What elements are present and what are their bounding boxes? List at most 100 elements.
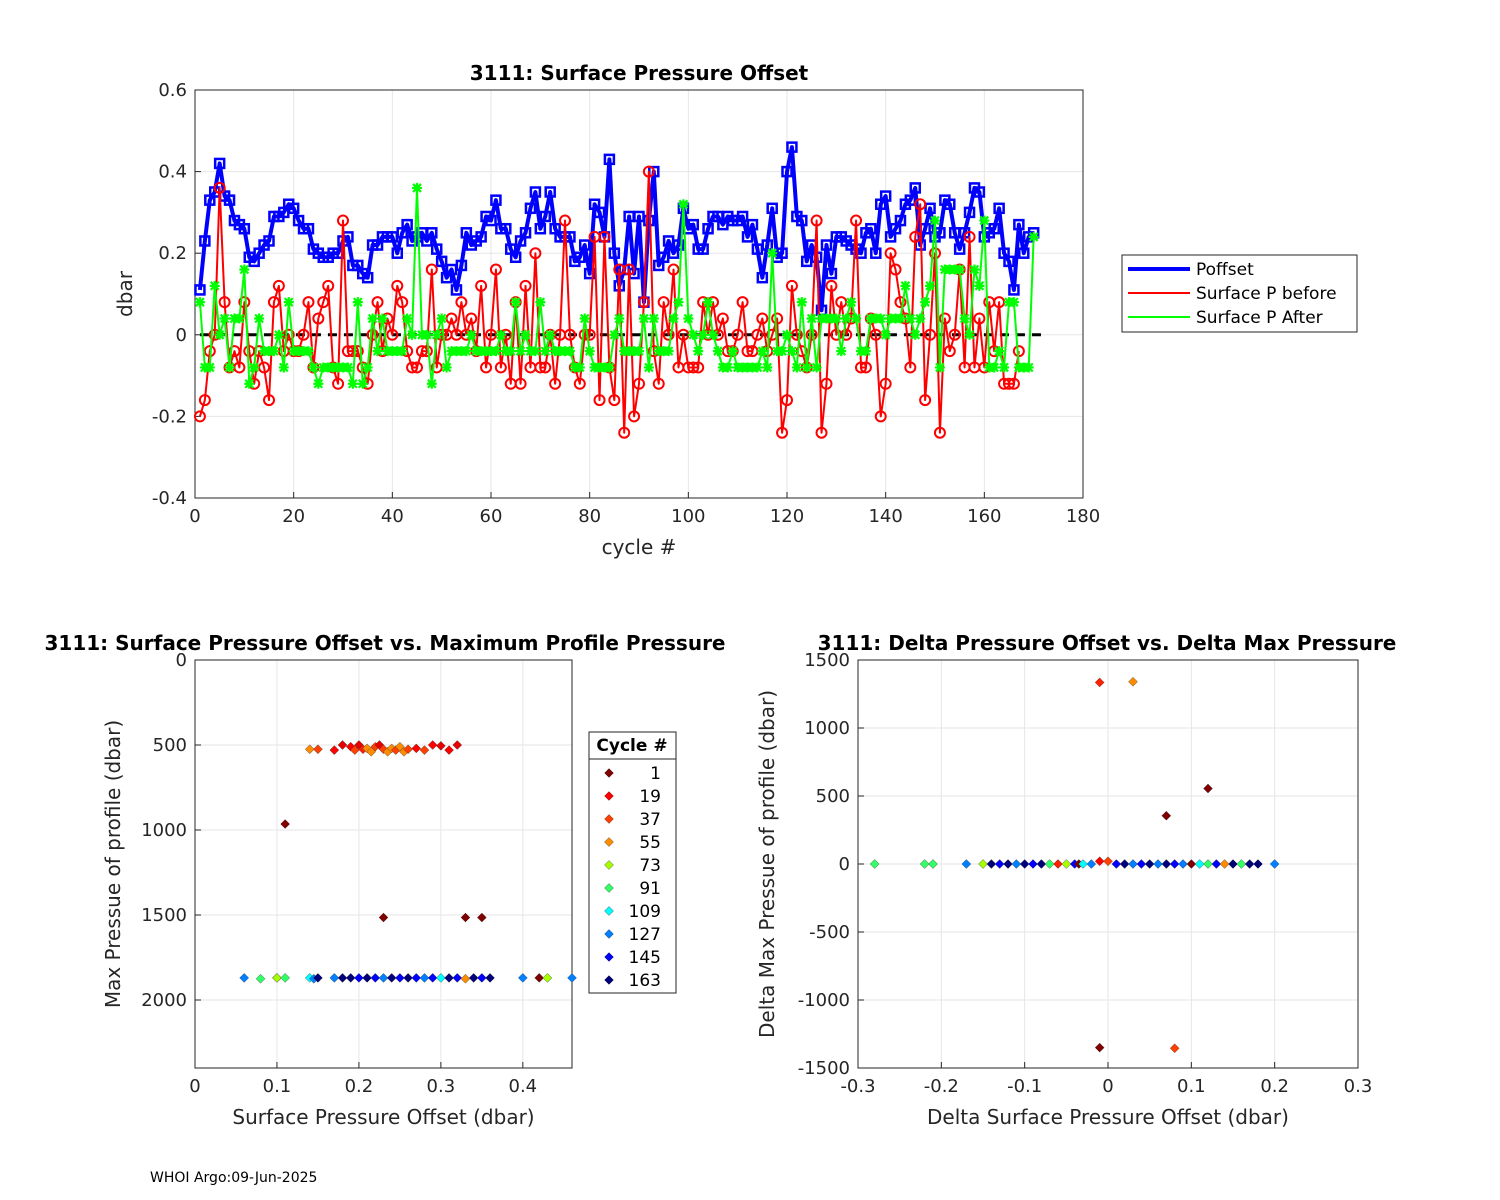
legend-label: Surface P before (1196, 284, 1337, 304)
surface-p-after-point (234, 313, 245, 324)
surface-p-after-point (1028, 231, 1039, 242)
data-point (460, 973, 471, 984)
surface-p-before-point (198, 394, 211, 407)
poffset-point (697, 243, 709, 255)
legend-label: 19 (639, 787, 661, 807)
data-point (436, 973, 446, 983)
surface-p-before-point (652, 377, 665, 390)
y-axis-label: dbar (113, 270, 137, 317)
legend-label: 1 (650, 764, 661, 784)
surface-p-after-point (786, 346, 797, 357)
surface-p-after-point (668, 313, 679, 324)
legend-label: 163 (629, 971, 661, 991)
poffset-point (672, 239, 685, 251)
surface-p-before-point (267, 296, 280, 309)
y-tick-label: 500 (816, 786, 850, 807)
offset-vs-maxpressure-panel: 0 0.1 0.2 0.3 0.4 0 500 1000 1500 2000 3111: Surfa… (45, 631, 726, 1129)
surface-p-before-point (776, 426, 789, 439)
surface-p-after-point (974, 280, 985, 291)
surface-p-after-point (362, 362, 373, 373)
poffset-point (746, 218, 759, 231)
poffset-point (766, 202, 778, 215)
x-tick-label: 0 (189, 1076, 200, 1097)
poffset-point (539, 210, 552, 223)
surface-p-after-point (466, 329, 477, 340)
surface-p-before-point (840, 328, 853, 341)
surface-p-after-point (426, 378, 437, 389)
surface-p-after-point (352, 297, 363, 308)
poffset-point (608, 247, 621, 259)
surface-p-after-point (727, 346, 738, 357)
poffset-point (223, 194, 236, 206)
surface-p-after-point (851, 313, 862, 324)
surface-p-before-point (480, 361, 493, 374)
poffset-point (460, 227, 473, 239)
surface-p-after-point (905, 313, 916, 324)
poffset-point (904, 194, 917, 206)
surface-p-before-point (662, 328, 675, 341)
data-point (403, 744, 413, 755)
legend-marker (604, 837, 614, 847)
legend-label: 55 (639, 833, 661, 853)
surface-p-after-point (436, 313, 447, 324)
surface-p-after-point (925, 280, 936, 291)
poffset-point (430, 243, 443, 255)
poffset-point (603, 153, 616, 166)
x-tick-label: 80 (578, 506, 601, 527)
surface-p-after-point (860, 346, 871, 357)
data-point (1228, 859, 1238, 869)
legend-marker (604, 814, 614, 824)
poffset-point (238, 222, 251, 235)
surface-p-after-point (880, 329, 891, 340)
surface-p-before-point (238, 296, 251, 309)
surface-p-after-point (1008, 297, 1019, 308)
data-point (468, 973, 479, 983)
poffset-point (786, 141, 798, 153)
poffset-point (761, 239, 774, 251)
chart-title: 3111: Delta Pressure Offset vs. Delta Ma… (818, 631, 1397, 655)
poffset-point (450, 284, 463, 296)
poffset-point (490, 194, 502, 206)
surface-p-before-point (272, 279, 285, 292)
data-point (567, 973, 577, 983)
surface-p-before-point (563, 328, 576, 341)
data-point (1019, 859, 1030, 869)
poffset-point (524, 202, 537, 215)
y-tick-label: 1000 (804, 718, 850, 739)
surface-p-after-point (836, 346, 847, 357)
surface-p-before-point (894, 296, 907, 309)
data-point (403, 973, 413, 983)
y-tick-label: -500 (809, 922, 850, 943)
surface-p-after-point (791, 362, 802, 373)
surface-p-before-point (475, 279, 488, 292)
surface-p-before-point (637, 296, 650, 309)
surface-p-before-point (519, 279, 532, 292)
surface-p-after-point (308, 362, 319, 373)
surface-p-before-point (820, 377, 833, 390)
surface-p-before-point (529, 247, 542, 260)
data-point (239, 973, 249, 983)
data-point (1061, 859, 1072, 869)
data-point (1111, 859, 1122, 869)
poffset-point (500, 222, 512, 235)
data-point (345, 973, 356, 983)
y-tick-label: 1500 (141, 905, 187, 926)
data-point (928, 859, 938, 869)
surface-p-before-point (351, 345, 364, 358)
surface-p-after-point (249, 362, 260, 373)
surface-p-after-point (579, 313, 590, 324)
poffset-point (741, 231, 754, 243)
surface-p-before-point (489, 263, 502, 276)
surface-p-after-point (989, 362, 1000, 373)
data-point (485, 973, 495, 983)
data-point (1269, 859, 1280, 869)
surface-p-before-point (332, 377, 345, 390)
y-tick-label: 0.4 (158, 162, 187, 183)
surface-p-before-point (657, 296, 670, 309)
legend-marker (604, 929, 614, 939)
surface-p-before-point (642, 165, 655, 178)
data-point (1169, 1043, 1180, 1054)
surface-p-after-point (347, 378, 358, 389)
poffset-point (583, 267, 596, 280)
poffset-point (736, 210, 749, 223)
